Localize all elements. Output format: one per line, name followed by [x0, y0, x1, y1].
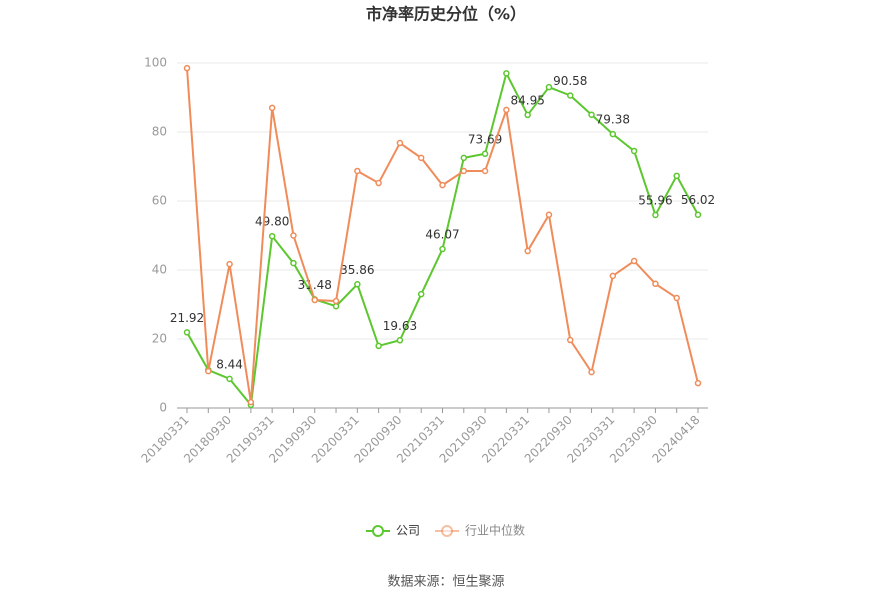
- point: [588, 111, 595, 118]
- data-label: 49.80: [255, 215, 289, 229]
- point: [673, 294, 680, 302]
- point: [588, 368, 595, 376]
- legend-marker: [441, 525, 454, 537]
- data-label: 56.02: [681, 193, 715, 207]
- point: [396, 337, 404, 344]
- data-label: 31.48: [298, 278, 332, 292]
- point: [652, 280, 659, 288]
- point: [311, 296, 318, 304]
- point: [460, 154, 468, 162]
- point: [226, 260, 233, 268]
- point: [694, 379, 702, 387]
- point: [205, 367, 212, 375]
- point: [268, 104, 276, 112]
- point: [268, 232, 276, 240]
- point: [183, 64, 191, 72]
- y-tick-label: 100: [144, 56, 167, 70]
- point: [226, 375, 233, 383]
- point: [183, 329, 191, 336]
- y-tick-label: 20: [152, 332, 167, 346]
- point: [290, 232, 297, 239]
- point: [545, 211, 553, 219]
- point: [332, 297, 340, 305]
- point: [375, 342, 382, 350]
- point: [460, 167, 468, 175]
- data-label: 21.92: [170, 311, 204, 325]
- point: [503, 106, 510, 114]
- point: [630, 147, 638, 155]
- point: [439, 245, 446, 253]
- point: [481, 150, 489, 158]
- data-label: 19.63: [383, 319, 417, 333]
- data-label: 84.95: [510, 93, 544, 107]
- point: [524, 111, 531, 119]
- legend-label: 行业中位数: [465, 523, 525, 538]
- y-tick-label: 80: [152, 125, 167, 139]
- point: [332, 302, 340, 310]
- point: [673, 172, 680, 180]
- point: [694, 211, 702, 218]
- data-label: 90.58: [553, 74, 587, 88]
- point: [609, 272, 617, 280]
- point: [396, 139, 404, 147]
- point: [503, 70, 510, 77]
- point: [652, 211, 659, 219]
- data-label: 79.38: [596, 113, 630, 127]
- point: [290, 259, 297, 267]
- legend-marker: [372, 525, 384, 537]
- y-tick-label: 40: [152, 263, 167, 277]
- point: [630, 257, 638, 265]
- data-label: 55.96: [638, 193, 672, 207]
- point: [481, 167, 489, 175]
- chart-title: 市净率历史分位（%）: [366, 5, 526, 24]
- point: [247, 398, 255, 406]
- point: [417, 290, 425, 298]
- legend-label: 公司: [396, 524, 420, 538]
- point: [567, 336, 574, 344]
- point: [439, 181, 446, 189]
- y-tick-label: 0: [159, 401, 167, 415]
- point: [354, 167, 361, 175]
- point: [545, 83, 553, 91]
- point: [567, 92, 574, 99]
- point: [417, 154, 425, 162]
- data-label: 73.69: [468, 132, 502, 146]
- data-label: 8.44: [216, 357, 243, 371]
- point: [375, 179, 382, 187]
- data-label: 35.86: [340, 263, 374, 277]
- source: 数据来源：恒生聚源: [387, 575, 504, 590]
- y-tick-label: 60: [152, 194, 167, 208]
- point: [609, 130, 617, 138]
- data-label: 46.07: [425, 228, 459, 242]
- point: [524, 247, 531, 255]
- point: [354, 281, 361, 288]
